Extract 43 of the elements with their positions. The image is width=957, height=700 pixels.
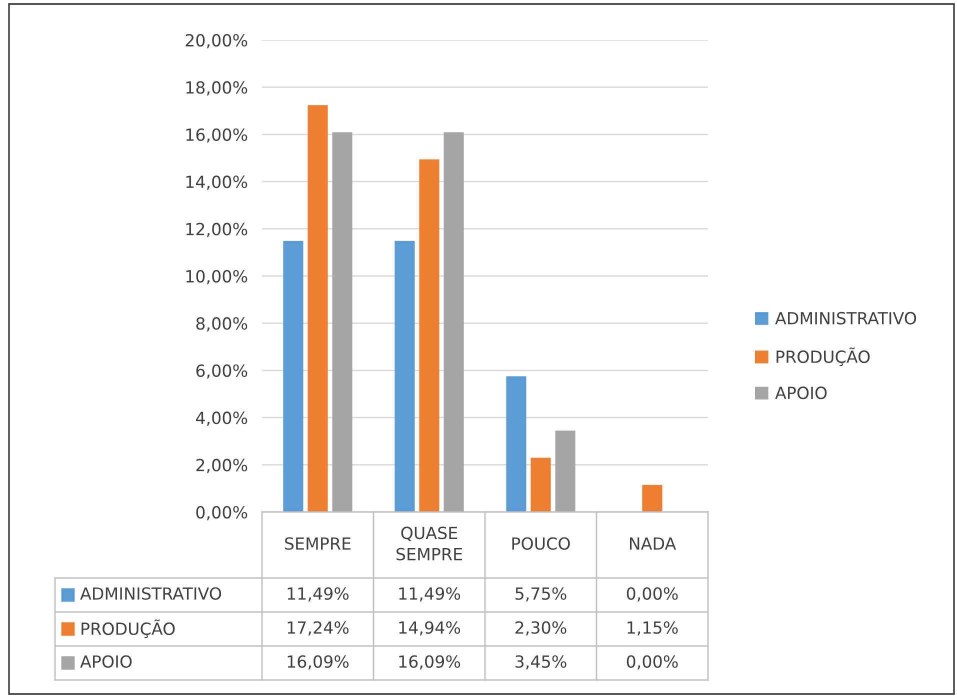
data-label: 1,15% xyxy=(628,621,678,636)
bar xyxy=(308,105,328,512)
data-label: 17,24% xyxy=(288,621,349,636)
data-label: 16,09% xyxy=(288,655,349,670)
data-label: 2,30% xyxy=(516,621,566,636)
bar xyxy=(506,376,526,512)
y-tick-label: 4,00% xyxy=(196,412,248,426)
y-tick-label: 16,00% xyxy=(186,128,248,143)
y-tick-label: 6,00% xyxy=(196,364,248,379)
x-tick-label: QUASE SEMPRE xyxy=(396,526,462,560)
y-tick-label: 0,00% xyxy=(196,506,248,520)
legend-label: PRODUÇÃO xyxy=(776,347,870,366)
data-label: 5,75% xyxy=(516,587,566,602)
bar xyxy=(419,159,440,512)
bar xyxy=(530,458,551,512)
data-label: 14,94% xyxy=(399,621,460,636)
data-label: 3,45% xyxy=(516,655,566,670)
bar xyxy=(394,240,415,512)
data-label: 11,49% xyxy=(399,587,460,602)
data-label: 16,09% xyxy=(399,655,460,670)
y-tick-label: 14,00% xyxy=(186,176,248,190)
bar xyxy=(555,430,576,512)
data-label: 0,00% xyxy=(626,655,678,670)
x-tick-label: NADA xyxy=(630,537,676,550)
y-tick-label: 8,00% xyxy=(196,317,248,332)
legend-label: APOIO xyxy=(775,386,827,400)
y-tick-label: 10,00% xyxy=(186,270,248,284)
x-tick-label: SEMPRE xyxy=(285,537,351,550)
bar xyxy=(332,132,352,512)
data-label: 11,49% xyxy=(288,587,349,602)
text: ADMINISTRATIVO xyxy=(775,312,916,325)
y-tick-label: 2,00% xyxy=(196,458,248,474)
legend-label: ADMINISTRATIVO xyxy=(80,587,222,600)
bar xyxy=(283,240,304,512)
data-label: 0,00% xyxy=(626,587,678,602)
text: APOIO xyxy=(80,655,132,668)
bar xyxy=(444,132,464,512)
y-tick-label: 20,00% xyxy=(186,34,248,48)
x-tick-label: POUCO xyxy=(512,537,570,550)
bar xyxy=(642,484,662,512)
y-tick-label: 18,00% xyxy=(186,81,248,96)
y-tick-label: 12,00% xyxy=(186,222,248,238)
text: PRODUÇÃO xyxy=(82,619,175,638)
